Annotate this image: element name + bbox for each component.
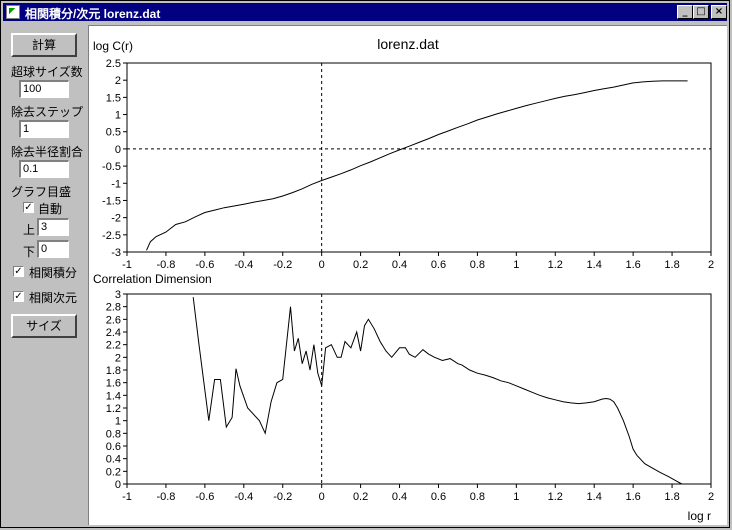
- minimize-button[interactable]: _: [677, 5, 693, 19]
- chart-title: lorenz.dat: [377, 36, 439, 52]
- upper-limit-input[interactable]: 3: [37, 218, 69, 236]
- x-axis-label: log r: [688, 509, 711, 523]
- x-tick-label: -0.4: [234, 491, 253, 503]
- lower-chart-title: Correlation Dimension: [93, 272, 212, 286]
- x-tick-label: -1: [122, 491, 132, 503]
- x-tick-label: 1.6: [625, 259, 640, 271]
- lower-limit-input[interactable]: 0: [37, 240, 69, 258]
- maximize-button[interactable]: □: [693, 5, 709, 19]
- x-tick-label: -1: [122, 259, 132, 271]
- x-tick-label: 2: [708, 259, 714, 271]
- y-tick-label: 1: [115, 110, 121, 122]
- x-tick-label: 2: [708, 491, 714, 503]
- y-tick-label: -2: [111, 213, 121, 225]
- x-tick-label: -0.2: [273, 259, 292, 271]
- calculate-button[interactable]: 計算: [11, 33, 77, 57]
- y-tick-label: 0.4: [106, 454, 121, 466]
- y-tick-label: 1.6: [106, 378, 121, 390]
- title-bar[interactable]: 相関積分/次元 lorenz.dat _ □ ×: [3, 3, 727, 21]
- x-tick-label: -0.6: [195, 259, 214, 271]
- size-button[interactable]: サイズ: [11, 314, 77, 338]
- x-tick-label: -0.6: [195, 491, 214, 503]
- y-axis-label: log C(r): [93, 39, 133, 53]
- x-tick-label: 1: [513, 491, 519, 503]
- plots-svg: lorenz.dat log C(r) Correlation Dimensio…: [93, 36, 714, 523]
- y-tick-label: 3: [115, 289, 121, 301]
- y-tick-label: 1.4: [106, 390, 121, 402]
- hypersphere-size-input[interactable]: 100: [19, 80, 69, 98]
- x-tick-label: -0.8: [156, 491, 175, 503]
- upper-limit-label: 上: [23, 223, 36, 237]
- x-tick-label: 1.2: [548, 259, 563, 271]
- x-tick-label: 0.4: [392, 259, 407, 271]
- correlation-integral-checkbox[interactable]: ✓: [13, 266, 24, 277]
- y-tick-label: 0.2: [106, 466, 121, 478]
- x-tick-label: 0.8: [470, 491, 485, 503]
- control-panel: 計算 超球サイズ数 100 除去ステップ 1 除去半径割合 0.1 グラフ目盛 …: [3, 23, 87, 525]
- y-tick-label: 1.8: [106, 365, 121, 377]
- x-tick-label: 0.4: [392, 491, 407, 503]
- lower-limit-label: 下: [23, 245, 36, 259]
- graph-scale-label: グラフ目盛: [11, 185, 72, 199]
- x-tick-label: 0.2: [353, 491, 368, 503]
- y-tick-label: 2: [115, 75, 121, 87]
- removal-radius-input[interactable]: 0.1: [19, 160, 69, 178]
- auto-scale-checkbox[interactable]: ✓: [23, 202, 34, 213]
- close-button[interactable]: ×: [711, 5, 727, 19]
- x-tick-label: 0: [319, 259, 325, 271]
- y-tick-label: 2.2: [106, 340, 121, 352]
- correlation-dimension-checkbox[interactable]: ✓: [13, 291, 24, 302]
- y-tick-label: -3: [111, 247, 121, 259]
- x-tick-label: 1: [513, 259, 519, 271]
- window-title: 相関積分/次元 lorenz.dat: [25, 7, 161, 21]
- x-tick-label: -0.2: [273, 491, 292, 503]
- correlation-dimension-label: 相関次元: [29, 291, 78, 305]
- x-tick-label: -0.8: [156, 259, 175, 271]
- x-tick-label: 0.6: [431, 491, 446, 503]
- x-tick-label: 1.4: [587, 259, 602, 271]
- y-tick-label: 2.4: [106, 327, 121, 339]
- y-tick-label: 0: [115, 479, 121, 491]
- y-tick-label: 2: [115, 352, 121, 364]
- auto-scale-label: 自動: [38, 202, 63, 216]
- y-tick-label: 0.6: [106, 441, 121, 453]
- correlation-integral-label: 相関積分: [29, 266, 78, 280]
- x-tick-label: 0.6: [431, 259, 446, 271]
- y-tick-label: 2.8: [106, 302, 121, 314]
- hypersphere-size-label: 超球サイズ数: [11, 65, 83, 79]
- x-tick-label: 1.8: [664, 259, 679, 271]
- x-tick-label: 1.2: [548, 491, 563, 503]
- log-c-r-series-line: [146, 80, 688, 251]
- x-tick-label: 0.8: [470, 259, 485, 271]
- x-tick-label: 1.8: [664, 491, 679, 503]
- y-tick-label: 1.5: [106, 92, 121, 104]
- x-tick-label: 1.6: [625, 491, 640, 503]
- y-tick-label: 2.6: [106, 314, 121, 326]
- x-tick-label: 0: [319, 491, 325, 503]
- correlation-dimension-series-line: [192, 297, 683, 485]
- plot-area: lorenz.dat log C(r) Correlation Dimensio…: [88, 25, 727, 525]
- y-tick-label: 0.8: [106, 428, 121, 440]
- y-tick-label: 0: [115, 144, 121, 156]
- x-tick-label: 0.2: [353, 259, 368, 271]
- y-tick-label: 1: [115, 416, 121, 428]
- removal-step-label: 除去ステップ: [11, 105, 84, 119]
- plot-frame: [126, 293, 712, 485]
- app-icon[interactable]: [6, 5, 20, 19]
- y-tick-label: -1: [111, 178, 121, 190]
- y-tick-label: 2.5: [106, 58, 121, 70]
- removal-radius-label: 除去半径割合: [11, 145, 84, 159]
- y-tick-label: -0.5: [102, 161, 121, 173]
- y-tick-label: -1.5: [102, 195, 121, 207]
- x-tick-label: 1.4: [587, 491, 602, 503]
- plot-frame: [126, 62, 712, 253]
- x-tick-label: -0.4: [234, 259, 253, 271]
- y-tick-label: 0.5: [106, 127, 121, 139]
- removal-step-input[interactable]: 1: [19, 120, 69, 138]
- y-tick-label: -2.5: [102, 230, 121, 242]
- y-tick-label: 1.2: [106, 403, 121, 415]
